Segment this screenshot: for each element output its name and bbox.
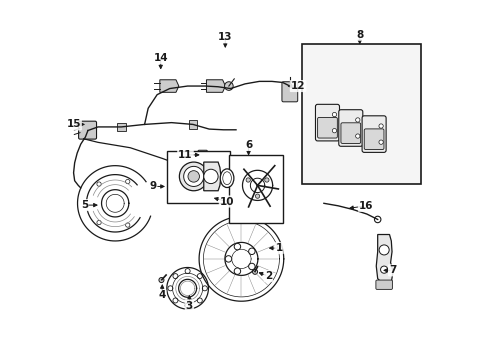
- Circle shape: [173, 274, 178, 279]
- Text: 6: 6: [245, 140, 252, 150]
- Circle shape: [224, 82, 233, 90]
- Circle shape: [204, 169, 218, 184]
- Text: 10: 10: [220, 197, 234, 207]
- Ellipse shape: [223, 172, 231, 185]
- Text: 13: 13: [218, 32, 233, 42]
- Text: 1: 1: [275, 243, 283, 253]
- Bar: [117, 123, 125, 131]
- Text: 5: 5: [81, 200, 88, 210]
- Circle shape: [232, 249, 251, 268]
- Circle shape: [159, 278, 164, 283]
- Circle shape: [173, 298, 178, 303]
- Text: 16: 16: [359, 201, 373, 211]
- Bar: [229, 155, 283, 223]
- FancyBboxPatch shape: [362, 116, 386, 152]
- Circle shape: [248, 263, 255, 270]
- Text: 2: 2: [265, 271, 272, 281]
- Circle shape: [234, 268, 241, 274]
- Circle shape: [97, 220, 101, 225]
- Circle shape: [125, 223, 130, 227]
- FancyBboxPatch shape: [341, 123, 361, 143]
- Polygon shape: [376, 234, 393, 283]
- Circle shape: [356, 118, 360, 122]
- Circle shape: [125, 179, 130, 184]
- FancyBboxPatch shape: [318, 117, 337, 138]
- Text: 7: 7: [389, 265, 396, 275]
- Circle shape: [379, 140, 383, 144]
- Polygon shape: [204, 162, 221, 191]
- FancyBboxPatch shape: [316, 104, 340, 141]
- FancyBboxPatch shape: [339, 110, 363, 146]
- FancyBboxPatch shape: [198, 150, 207, 160]
- Circle shape: [168, 286, 173, 291]
- Bar: [302, 44, 421, 184]
- Circle shape: [332, 112, 337, 117]
- FancyBboxPatch shape: [376, 280, 392, 289]
- Bar: [189, 120, 197, 129]
- Circle shape: [379, 245, 389, 255]
- Circle shape: [202, 286, 207, 291]
- Circle shape: [248, 248, 255, 255]
- Polygon shape: [206, 80, 225, 92]
- Circle shape: [185, 303, 190, 308]
- FancyBboxPatch shape: [282, 82, 298, 102]
- Circle shape: [255, 194, 260, 198]
- Circle shape: [197, 298, 202, 303]
- Circle shape: [234, 243, 241, 250]
- Circle shape: [379, 124, 383, 128]
- Circle shape: [185, 269, 190, 274]
- Circle shape: [188, 171, 199, 182]
- Circle shape: [374, 216, 381, 223]
- Text: 12: 12: [291, 81, 305, 91]
- Ellipse shape: [220, 169, 234, 188]
- Circle shape: [184, 166, 204, 186]
- Text: 3: 3: [186, 301, 193, 311]
- Circle shape: [332, 129, 337, 133]
- Text: 8: 8: [356, 30, 364, 40]
- Text: 4: 4: [158, 291, 166, 301]
- Circle shape: [246, 178, 250, 182]
- Text: 11: 11: [178, 150, 193, 160]
- Bar: [167, 151, 230, 203]
- Text: 9: 9: [149, 181, 156, 192]
- Circle shape: [179, 162, 208, 191]
- Circle shape: [252, 269, 258, 274]
- Circle shape: [225, 256, 232, 262]
- FancyBboxPatch shape: [364, 129, 384, 149]
- Text: 14: 14: [153, 53, 168, 63]
- Circle shape: [381, 266, 388, 273]
- Circle shape: [265, 178, 269, 182]
- FancyBboxPatch shape: [78, 121, 97, 139]
- Circle shape: [356, 134, 360, 138]
- Circle shape: [97, 182, 101, 186]
- Circle shape: [197, 274, 202, 279]
- Text: 15: 15: [66, 120, 81, 129]
- Polygon shape: [160, 80, 179, 92]
